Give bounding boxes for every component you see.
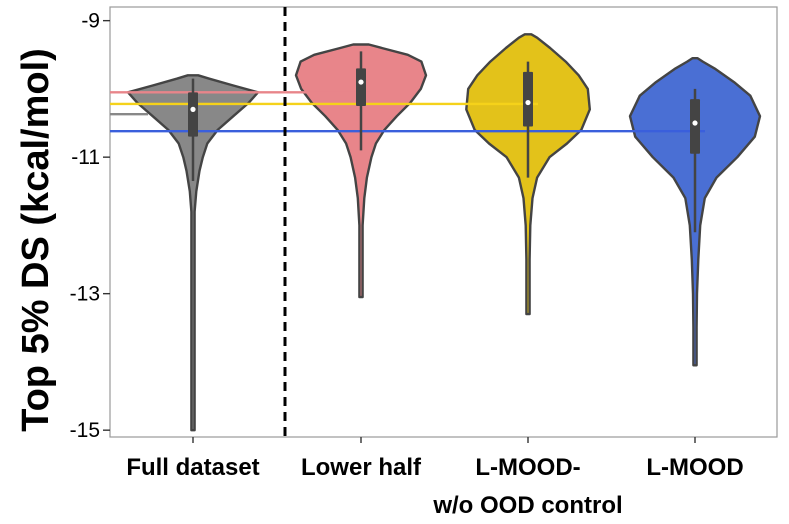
median-dot-4 — [692, 120, 698, 126]
x-axis: Full dataset Lower half L-MOOD-w/o OOD con… — [126, 437, 744, 519]
reference-lines-group — [110, 91, 705, 133]
iqr-box-4 — [690, 99, 700, 154]
y-tick-label-4: -15 — [70, 419, 100, 442]
x-category-label-3-line-1: L-MOOD- — [475, 454, 580, 481]
y-tick-label-1: -9 — [81, 10, 100, 33]
x-category-label-1-line-1: Full dataset — [126, 454, 259, 481]
y-tick-label-3: -13 — [70, 283, 100, 306]
violin-body-1 — [126, 74, 260, 432]
median-dot-1 — [190, 106, 196, 112]
iqr-box-3 — [523, 71, 533, 127]
y-tick-label-2: -11 — [71, 146, 100, 169]
x-category-label-3-line-2: w/o OOD control — [432, 492, 622, 519]
violin-body-2 — [294, 43, 428, 299]
y-axis-label: Top 5% DS (kcal/mol) — [15, 48, 57, 432]
x-category-label-4-line-1: L-MOOD — [646, 454, 743, 481]
x-category-label-2-line-1: Lower half — [301, 454, 422, 481]
median-dot-2 — [358, 79, 364, 85]
y-axis: -9 -11 -13 -15 — [70, 10, 110, 442]
iqr-box-2 — [356, 68, 366, 106]
box-overlays-group — [188, 51, 700, 233]
median-dot-3 — [525, 99, 531, 106]
iqr-box-1 — [188, 92, 198, 137]
